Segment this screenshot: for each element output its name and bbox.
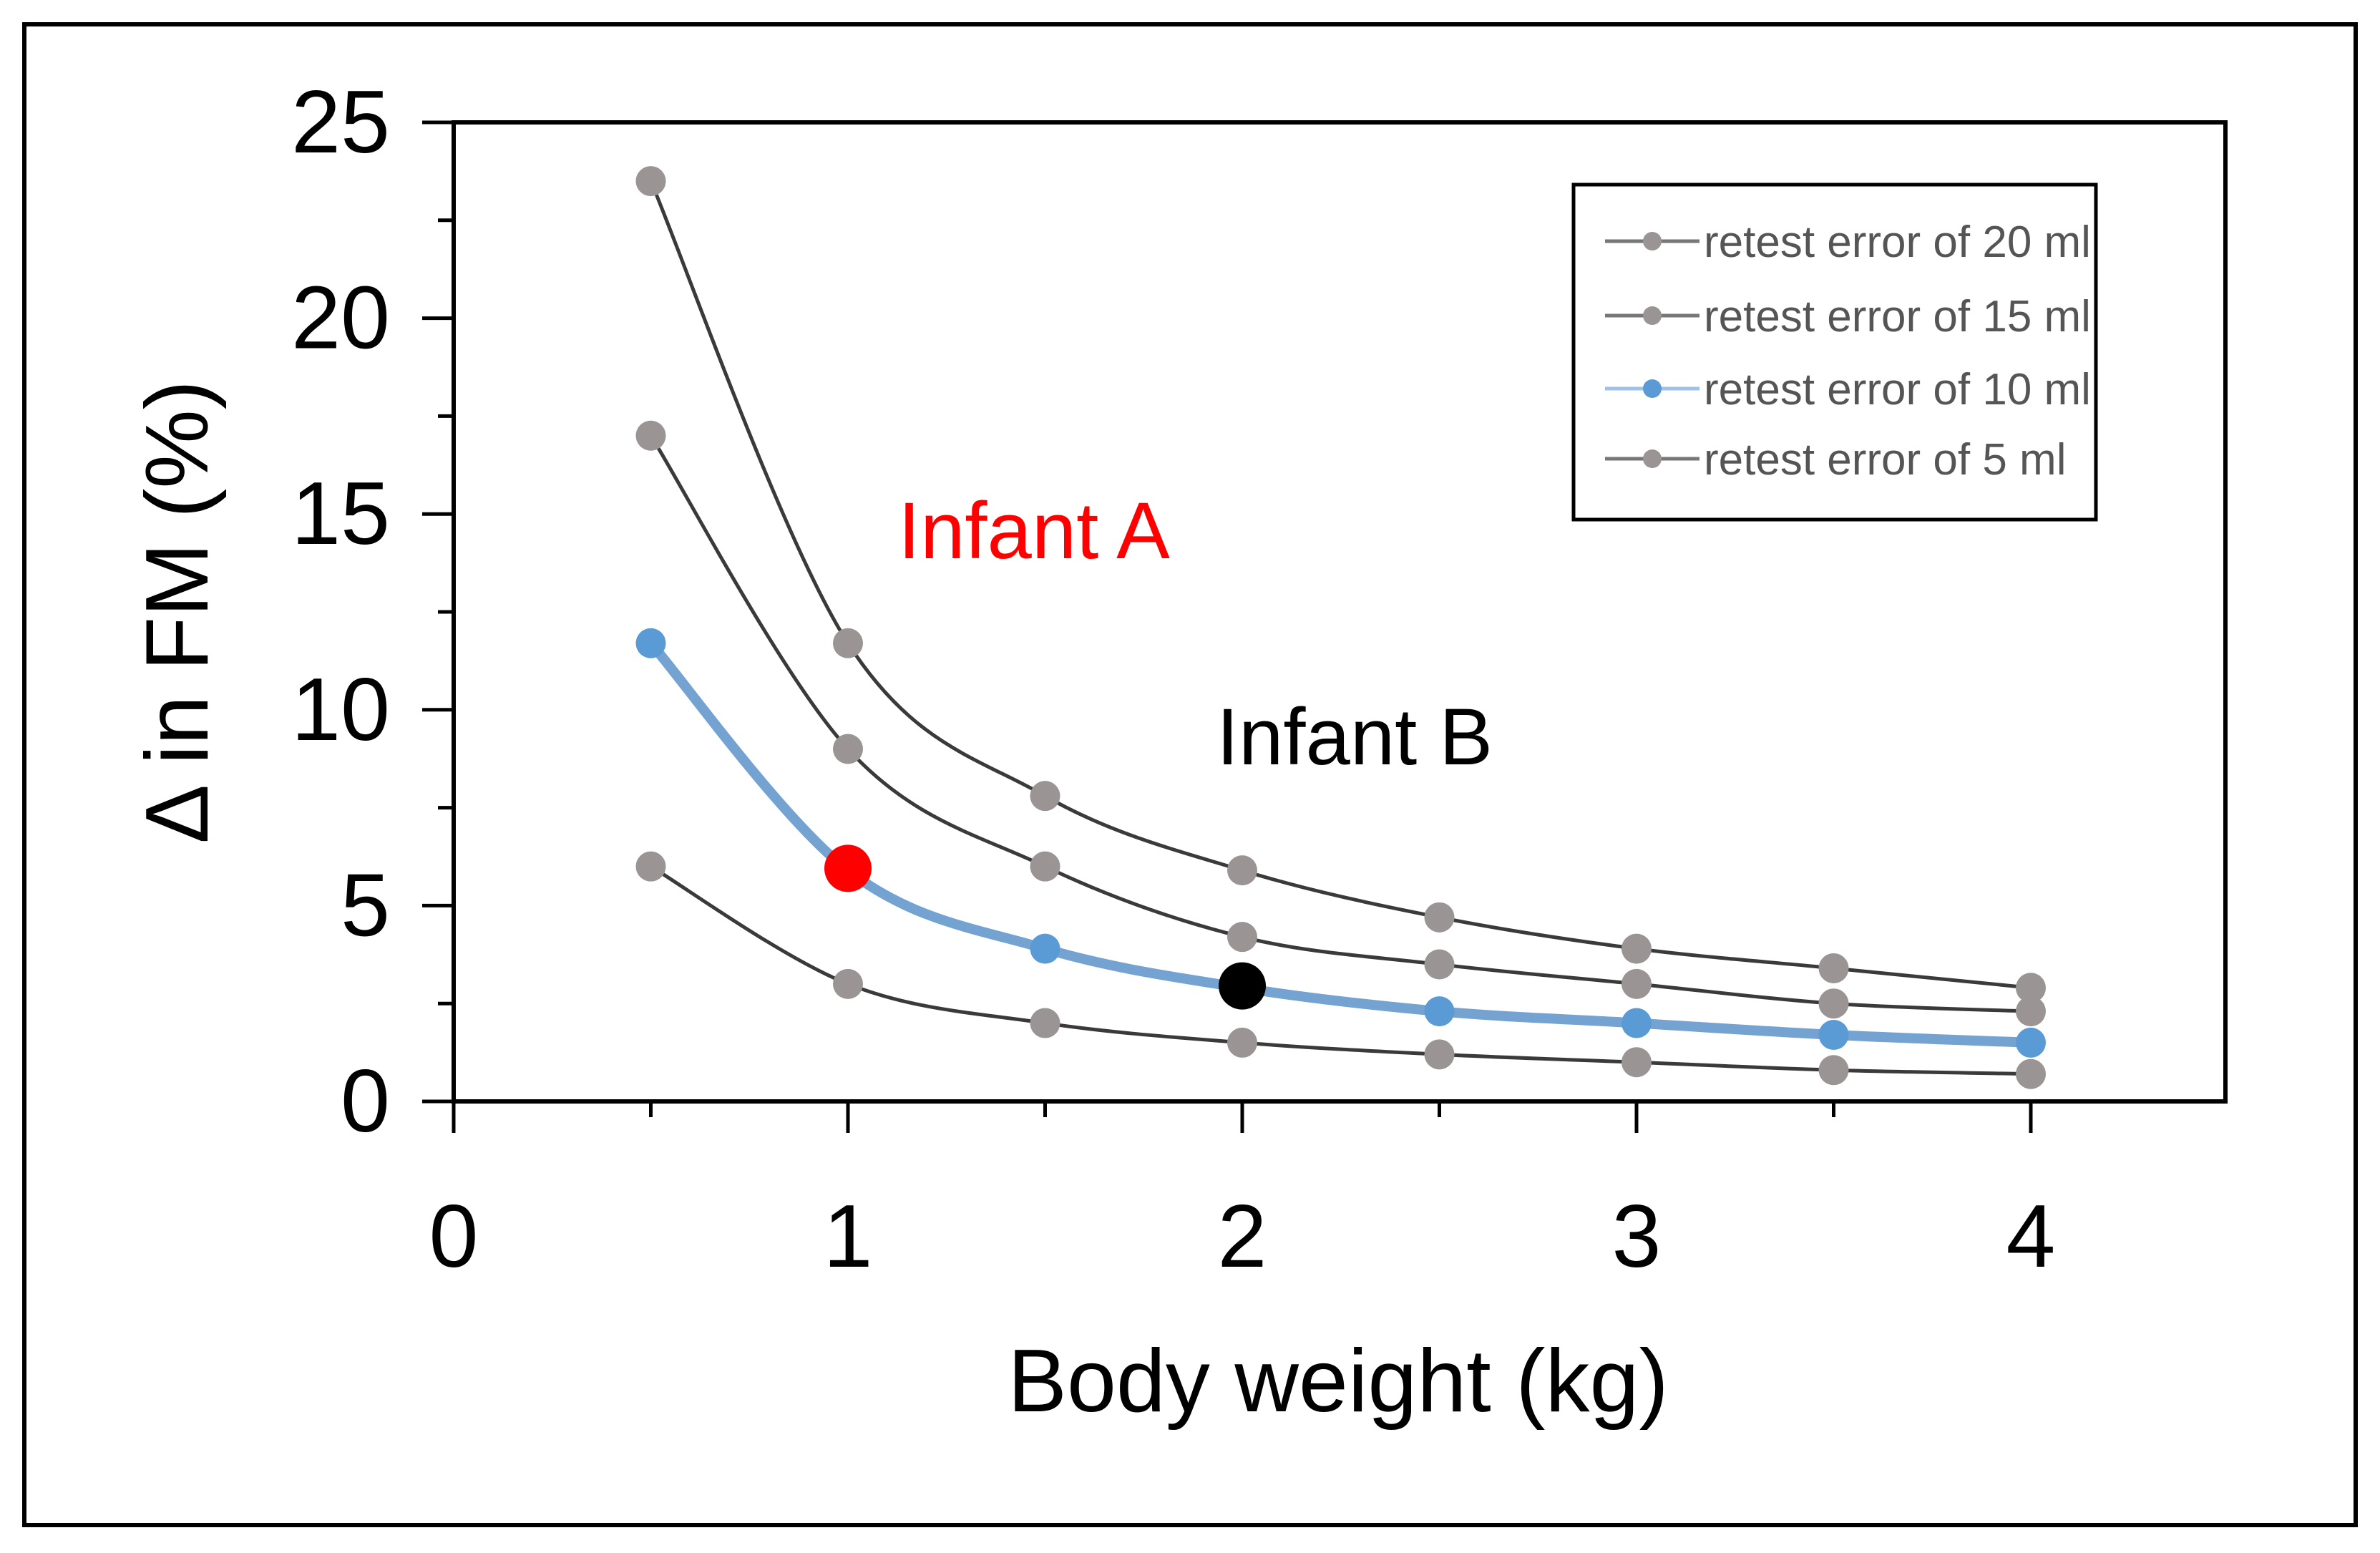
data-point [1621,968,1652,999]
series-line [650,865,2032,1076]
legend-marker [1643,449,1662,468]
highlight-point-infant-a [824,844,872,892]
legend-item: retest error of 10 ml [1605,365,2091,414]
y-tick-label: 10 [291,661,390,759]
data-point [635,851,666,882]
series-2 [635,420,2046,1027]
y-axis-label: Δ in FM (%) [128,380,227,844]
x-tick-label: 3 [1612,1187,1662,1286]
data-point [1621,1008,1652,1038]
x-axis: 0 1 2 3 4 [429,1101,2056,1286]
legend-label: retest error of 20 ml [1704,218,2091,267]
x-tick-label: 4 [2006,1187,2056,1286]
legend-marker [1643,379,1662,398]
legend-label: retest error of 5 ml [1704,435,2066,485]
legend-item: retest error of 5 ml [1605,435,2066,485]
y-axis: 0 5 10 15 20 25 [291,73,454,1151]
legend-marker [1643,306,1662,325]
data-point [1424,996,1455,1027]
x-tick-label: 1 [824,1187,873,1286]
y-tick-label: 5 [341,856,390,955]
highlight-layer [824,844,1266,1010]
data-point [1227,922,1257,953]
series-1 [635,166,2046,1003]
data-point [1424,949,1455,980]
y-tick-label: 15 [291,464,390,563]
infant-b-label: Infant B [1216,692,1493,782]
data-point [635,628,666,658]
series-line [649,180,2032,990]
data-point [1621,1047,1652,1078]
data-point [2016,973,2046,1003]
data-point [1030,851,1060,882]
data-point [833,968,863,999]
legend-items: retest error of 20 ml retest error of 15 … [1605,218,2091,485]
data-point [2016,996,2046,1027]
y-tick-label: 0 [341,1052,390,1151]
data-point [1030,1008,1060,1038]
data-point [1818,988,1849,1019]
data-point [2016,1058,2046,1089]
data-point [635,420,666,451]
legend-marker [1643,232,1662,250]
data-point [635,166,666,197]
data-point [1818,1055,1849,1086]
infant-a-label: Infant A [898,486,1170,575]
series-4 [635,851,2046,1089]
data-point [833,734,863,764]
legend-item: retest error of 15 ml [1605,292,2091,341]
legend-label: retest error of 10 ml [1704,365,2091,414]
x-tick-label: 0 [429,1187,479,1286]
x-axis-label: Body weight (kg) [1008,1332,1669,1431]
data-point [1621,933,1652,964]
data-point [1030,781,1060,812]
y-tick-label: 20 [291,269,390,368]
legend: retest error of 20 ml retest error of 15 … [1571,182,2098,522]
y-tick-label: 25 [291,73,390,172]
data-point [1424,1039,1455,1070]
data-point [1424,902,1455,933]
data-point [1818,1019,1849,1050]
data-point [1818,953,1849,983]
data-point [1030,933,1060,964]
legend-label: retest error of 15 ml [1704,292,2091,341]
data-point [1227,855,1257,886]
legend-item: retest error of 20 ml [1605,218,2091,267]
data-point [2016,1027,2046,1058]
data-point [1227,1027,1257,1058]
data-point [833,628,863,658]
x-tick-label: 2 [1218,1187,1267,1286]
highlight-point-infant-b [1219,962,1266,1010]
